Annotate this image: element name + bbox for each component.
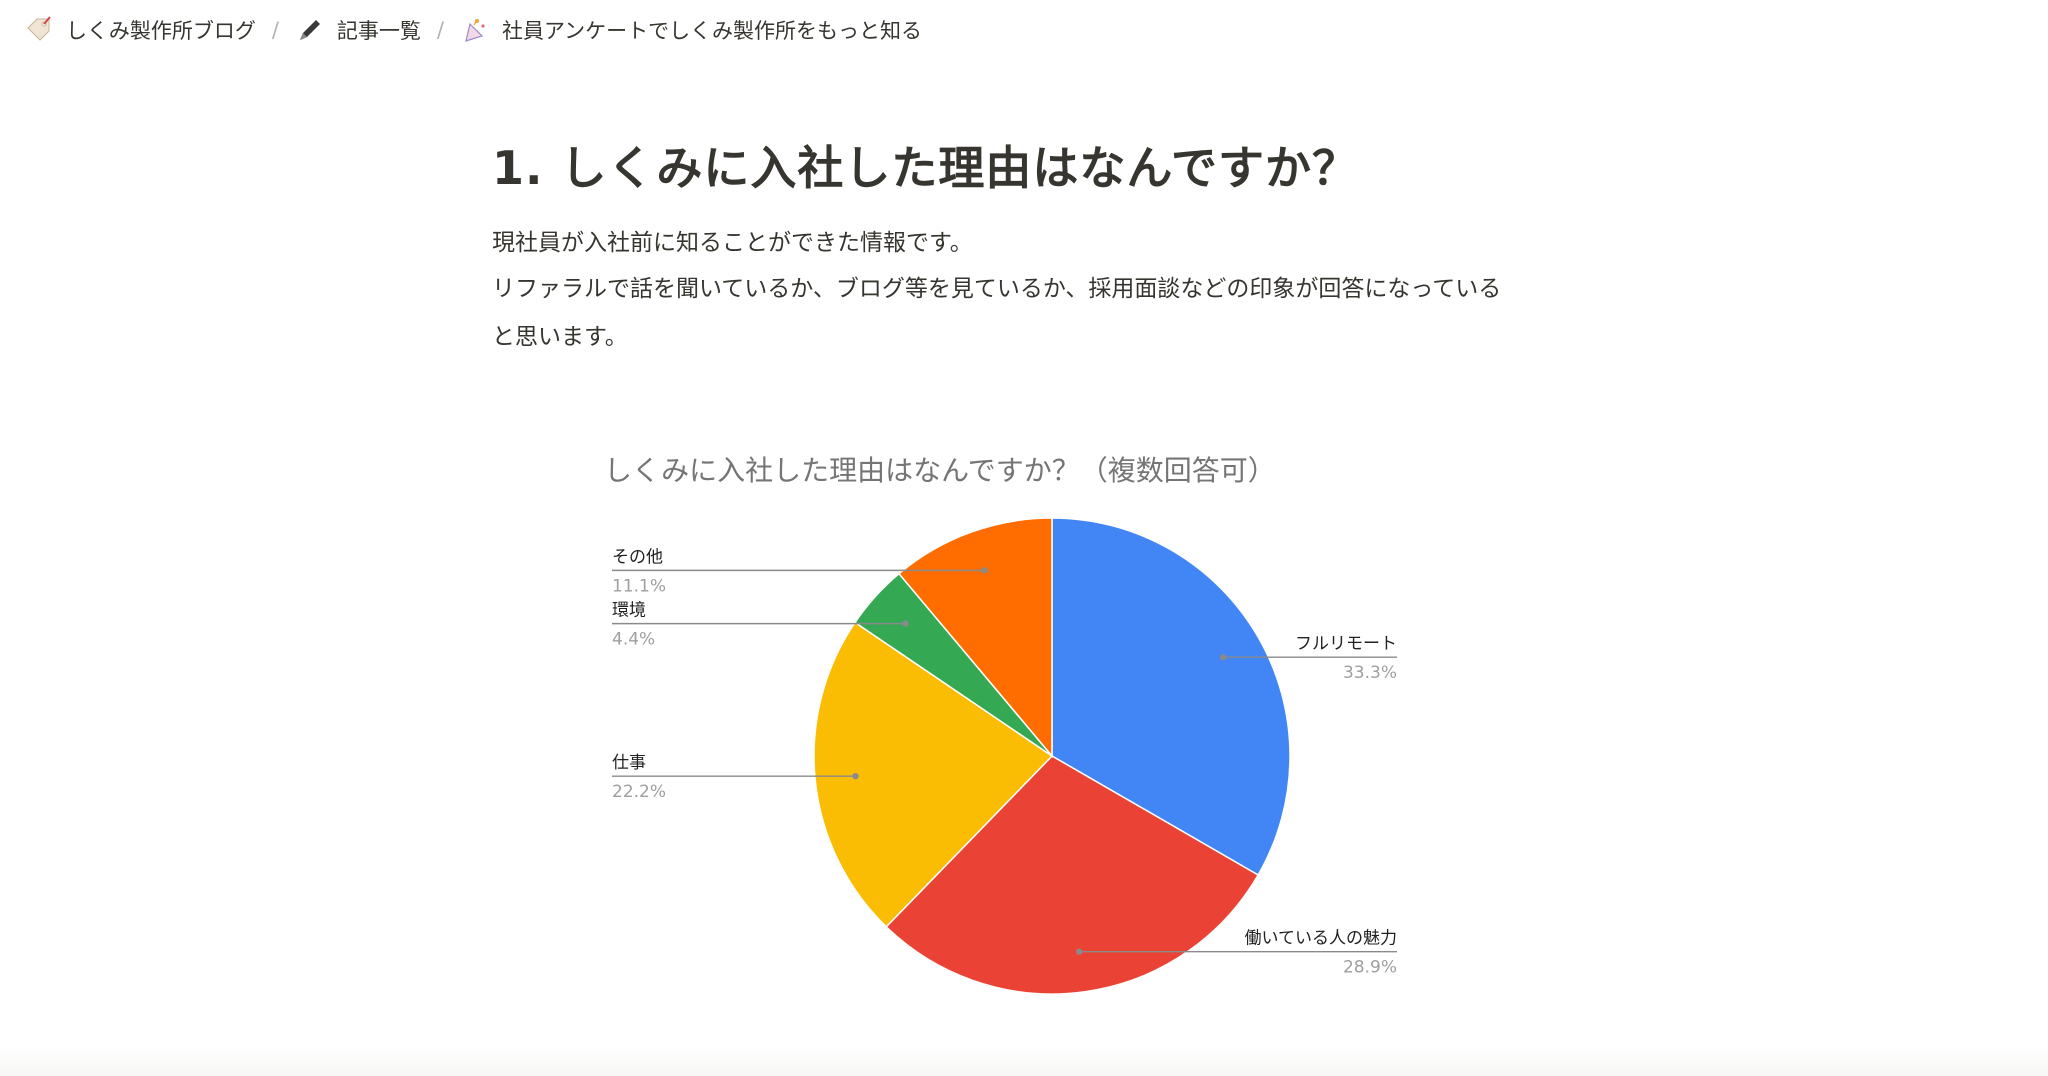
- breadcrumb-item-blog[interactable]: しくみ製作所ブログ: [18, 13, 262, 47]
- paragraph-line: と思います。: [492, 324, 628, 350]
- party-icon: [460, 16, 488, 44]
- slice-label: 仕事: [612, 753, 646, 773]
- breadcrumb-separator: /: [436, 18, 444, 42]
- slice-percent-label: 4.4%: [612, 630, 655, 650]
- slice-label: その他: [612, 547, 663, 567]
- pie-slice[interactable]: [897, 517, 1053, 759]
- paragraph-line: リファラルで話を聞いているか、ブログ等を見ているか、採用面談などの印象が回答にな…: [492, 276, 1502, 302]
- pie-slice[interactable]: [1051, 517, 1291, 877]
- breadcrumb-label: 記事一覧: [336, 19, 421, 43]
- slice-label: 働いている人の魅力: [1245, 929, 1398, 949]
- slice-label: 環境: [612, 601, 646, 621]
- breadcrumb: しくみ製作所ブログ / 記事一覧 / 社員アンケートでしくみ製作所をもっと知る: [18, 12, 928, 48]
- breadcrumb-label: しくみ製作所ブログ: [66, 19, 256, 43]
- slice-percent-label: 33.3%: [1343, 663, 1397, 683]
- pie-slice[interactable]: [885, 755, 1260, 995]
- section-heading: 1. しくみに入社した理由はなんですか？: [492, 141, 1360, 195]
- pen-icon: [295, 16, 323, 44]
- tag-icon: [24, 16, 52, 44]
- slice-label: フルリモート: [1295, 634, 1397, 654]
- slice-percent-label: 22.2%: [612, 782, 666, 802]
- page-footer-shade: [0, 1046, 2048, 1076]
- breadcrumb-item-articles[interactable]: 記事一覧: [289, 13, 427, 47]
- chart-title: しくみに入社した理由はなんですか？（複数回答可）: [604, 454, 1276, 487]
- leader-dot: [1076, 948, 1083, 955]
- pie-chart: しくみに入社した理由はなんですか？（複数回答可） フルリモート 33.3% 働いてい…: [604, 454, 1398, 995]
- slice-percent-label: 28.9%: [1343, 958, 1397, 978]
- breadcrumb-item-survey[interactable]: 社員アンケートでしくみ製作所をもっと知る: [454, 13, 928, 47]
- breadcrumb-separator: /: [271, 18, 279, 42]
- paragraph-line: 現社員が入社前に知ることができた情報です。: [492, 230, 973, 256]
- breadcrumb-label: 社員アンケートでしくみ製作所をもっと知る: [502, 19, 922, 43]
- slice-percent-label: 11.1%: [612, 576, 666, 596]
- pie-slice[interactable]: [813, 621, 1054, 928]
